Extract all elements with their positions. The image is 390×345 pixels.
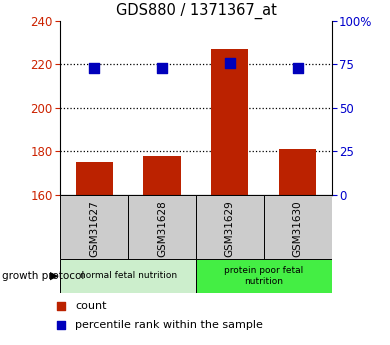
Point: [294, 65, 301, 70]
Bar: [60, 195, 128, 259]
Bar: [279, 149, 316, 195]
Text: percentile rank within the sample: percentile rank within the sample: [75, 319, 263, 329]
Bar: [264, 195, 332, 259]
Text: normal fetal nutrition: normal fetal nutrition: [80, 272, 177, 280]
Text: protein poor fetal
nutrition: protein poor fetal nutrition: [224, 266, 303, 286]
Text: GSM31627: GSM31627: [89, 200, 99, 257]
Text: ▶: ▶: [50, 271, 58, 281]
Bar: [144, 156, 181, 195]
Text: growth protocol: growth protocol: [2, 271, 84, 281]
Bar: [196, 259, 332, 293]
Bar: [211, 49, 248, 195]
Bar: [60, 259, 196, 293]
Title: GDS880 / 1371367_at: GDS880 / 1371367_at: [115, 3, 277, 19]
Point: [227, 60, 233, 65]
Bar: [76, 162, 113, 195]
Text: GSM31628: GSM31628: [157, 200, 167, 257]
Point: [58, 303, 64, 308]
Point: [159, 65, 165, 70]
Text: GSM31630: GSM31630: [292, 200, 303, 257]
Point: [91, 65, 98, 70]
Text: GSM31629: GSM31629: [225, 200, 235, 257]
Text: count: count: [75, 300, 106, 310]
Bar: [128, 195, 196, 259]
Point: [58, 322, 64, 327]
Bar: [196, 195, 264, 259]
